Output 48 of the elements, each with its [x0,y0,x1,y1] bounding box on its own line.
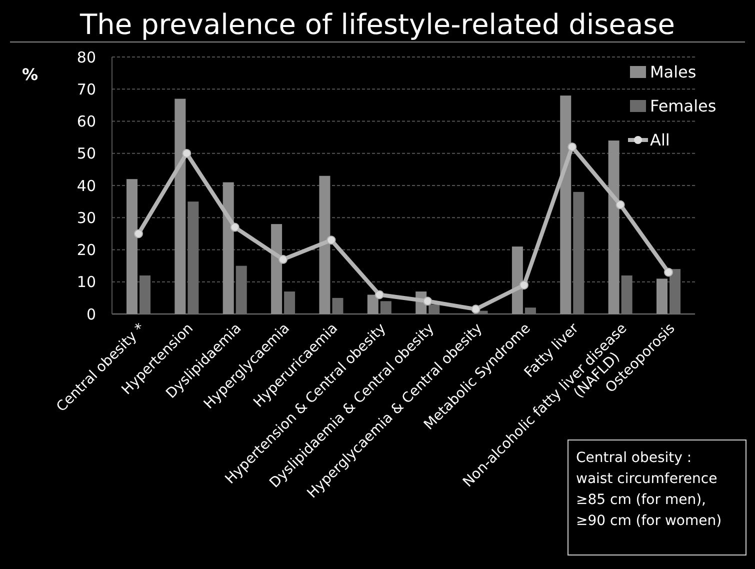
bar [140,275,151,314]
bar [573,192,584,314]
y-tick-label: 30 [76,208,96,227]
point [230,222,240,232]
y-tick-label: 20 [76,241,96,259]
legend-label: All [650,130,670,150]
bar [428,304,440,314]
bar [621,275,632,314]
legend-label: Males [650,62,696,82]
text: Central obesity : waist circumference ≥85 cm (for men), ≥90 cm (for women) [576,450,722,529]
bar [656,278,668,314]
bar [560,96,572,314]
point [326,236,336,245]
point [182,148,192,158]
bar [367,294,378,314]
y-tick-label: 80 [76,48,96,66]
point [664,268,673,277]
bar [332,298,344,314]
bar [608,140,620,314]
y-tick-label: 60 [76,112,96,130]
point [423,296,432,306]
y-axis-title: % [22,65,38,84]
point [374,290,384,300]
bar [512,246,523,314]
y-tick-label: 0 [86,305,96,324]
y-tick-label: 50 [76,144,96,163]
bar [271,224,282,314]
chart-title: The prevalence of lifestyle-related disease [79,8,675,41]
bar [670,269,681,314]
point [471,304,480,314]
bar [284,292,296,314]
bar [188,202,199,314]
point [568,142,577,152]
bar [524,308,536,314]
bar [174,98,186,314]
point [278,254,288,264]
y-tick-label: 70 [76,80,96,98]
bar [319,176,330,314]
bar [222,182,234,314]
bar [380,301,392,314]
point [134,229,143,238]
bar [126,179,138,314]
y-tick-label: 10 [76,273,96,292]
bar [236,266,247,314]
point [616,200,625,210]
y-tick-label: 40 [76,176,96,195]
legend-label: Females [650,96,716,116]
point [519,280,528,290]
